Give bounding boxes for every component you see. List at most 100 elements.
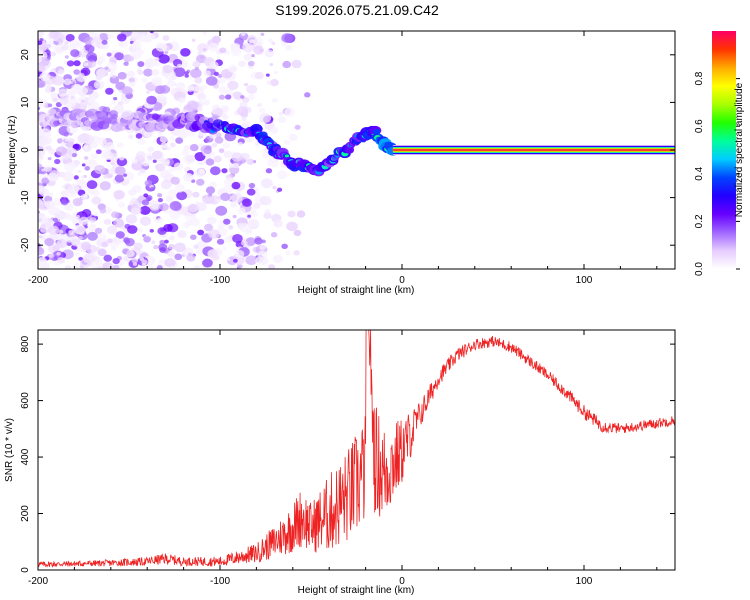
noise-speck	[268, 38, 273, 43]
noise-speck	[255, 256, 264, 265]
noise-speck	[50, 51, 57, 57]
noise-speck	[44, 165, 53, 172]
y-tick-label: 10	[20, 96, 31, 108]
noise-speck	[271, 41, 276, 45]
noise-speck	[64, 265, 72, 269]
noise-speck	[139, 216, 152, 226]
noise-speck	[266, 80, 272, 85]
figure-title: S199.2026.075.21.09.C42	[275, 2, 439, 18]
noise-speck	[232, 233, 243, 243]
noise-speck	[254, 141, 260, 147]
noise-speck	[78, 235, 83, 240]
noise-speck	[97, 233, 107, 242]
noise-speck	[95, 33, 101, 38]
noise-speck	[106, 225, 118, 235]
noise-speck	[83, 143, 92, 151]
noise-speck	[72, 197, 83, 207]
noise-speck	[183, 145, 191, 151]
noise-speck	[38, 157, 43, 164]
noise-speck	[130, 197, 137, 202]
noise-speck	[38, 40, 43, 45]
noise-speck	[64, 55, 69, 59]
noise-speck	[169, 210, 181, 220]
noise-speck	[205, 76, 218, 86]
spectrogram-x-axis-label: Height of straight line (km)	[298, 285, 415, 296]
noise-speck	[159, 85, 171, 94]
noise-speck	[247, 218, 260, 229]
noise-speck	[109, 56, 117, 64]
noise-speck	[114, 52, 125, 61]
noise-speck	[155, 42, 168, 52]
noise-speck	[159, 136, 168, 143]
noise-speck	[202, 31, 207, 35]
noise-speck	[222, 142, 231, 149]
noise-speck	[39, 72, 51, 82]
noise-speck	[176, 63, 182, 68]
noise-speck	[81, 163, 86, 167]
noise-speck	[39, 82, 45, 88]
noise-speck	[273, 219, 283, 228]
colorbar-tick-label: 0.0	[694, 262, 705, 276]
noise-speck	[246, 84, 258, 94]
noise-speck	[86, 59, 97, 69]
noise-speck	[237, 141, 244, 147]
noise-speck	[77, 170, 82, 174]
noise-speck	[151, 76, 163, 87]
noise-speck	[90, 141, 98, 148]
noise-speck	[149, 186, 156, 192]
noise-speck	[54, 260, 61, 266]
noise-speck	[74, 160, 81, 166]
noise-speck	[119, 155, 125, 161]
noise-speck	[112, 237, 121, 244]
noise-speck	[269, 126, 279, 134]
carrier-band	[392, 149, 675, 151]
noise-speck	[155, 163, 166, 172]
noise-speck	[49, 253, 55, 258]
noise-speck	[169, 265, 175, 269]
noise-speck	[258, 107, 266, 114]
noise-speck	[107, 68, 112, 73]
noise-speck	[58, 42, 65, 48]
colorbar-tick-label: 0.8	[694, 71, 705, 85]
y-tick-label: 200	[20, 505, 31, 522]
spectrogram-carrier-line	[392, 145, 675, 155]
noise-speck	[95, 68, 107, 78]
y-tick-label: -20	[20, 238, 31, 253]
noise-speck	[245, 237, 257, 246]
noise-speck	[278, 111, 284, 116]
noise-speck	[197, 43, 209, 53]
noise-speck	[143, 193, 149, 198]
spectrogram-x-ticks: -200 -100 0 100	[28, 31, 658, 286]
noise-speck	[241, 116, 247, 122]
noise-speck	[136, 151, 146, 159]
noise-speck	[207, 216, 217, 225]
noise-speck	[83, 62, 89, 67]
snr-series-line	[38, 330, 675, 568]
noise-speck	[242, 42, 254, 53]
noise-speck	[231, 181, 241, 190]
noise-speck	[176, 82, 186, 90]
noise-speck	[221, 168, 228, 174]
noise-speck	[222, 114, 229, 120]
snr-y-ticks: 0 200 400 600 800	[20, 335, 675, 573]
noise-speck	[116, 157, 128, 167]
noise-speck	[57, 69, 65, 75]
noise-speck	[47, 225, 60, 235]
noise-speck	[46, 85, 52, 90]
colorbar-tick-label: 0.4	[694, 166, 705, 180]
noise-speck	[81, 175, 86, 179]
noise-speck	[234, 250, 245, 258]
noise-speck	[208, 229, 220, 239]
noise-speck	[265, 73, 270, 77]
noise-speck	[281, 243, 288, 250]
noise-speck	[219, 47, 227, 54]
noise-speck	[135, 133, 143, 139]
noise-speck	[218, 94, 226, 100]
noise-speck	[277, 116, 287, 124]
noise-speck	[131, 158, 138, 164]
noise-speck	[261, 178, 273, 189]
snr-x-axis-label: Height of straight line (km)	[298, 585, 415, 596]
noise-speck	[209, 181, 217, 188]
noise-speck	[190, 68, 202, 79]
